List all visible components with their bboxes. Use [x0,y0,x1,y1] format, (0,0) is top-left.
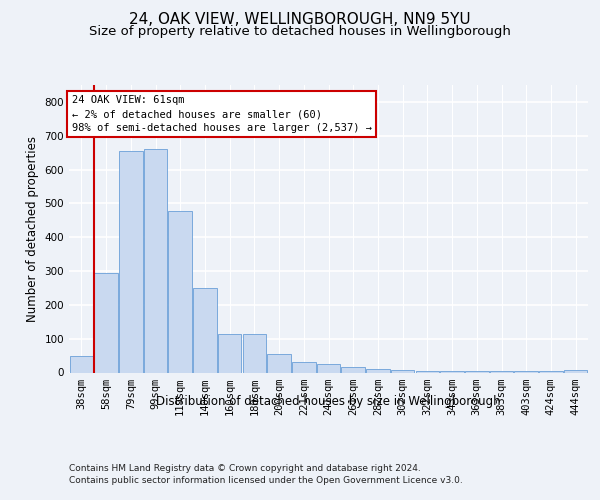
Bar [268,354,291,372]
Text: Size of property relative to detached houses in Wellingborough: Size of property relative to detached ho… [89,25,511,38]
Text: Contains HM Land Registry data © Crown copyright and database right 2024.: Contains HM Land Registry data © Crown c… [69,464,421,473]
Bar [144,150,167,372]
Bar [242,334,266,372]
Text: 24, OAK VIEW, WELLINGBOROUGH, NN9 5YU: 24, OAK VIEW, WELLINGBOROUGH, NN9 5YU [129,12,471,28]
Bar [416,371,439,372]
Bar [292,362,316,372]
Text: Contains public sector information licensed under the Open Government Licence v3: Contains public sector information licen… [69,476,463,485]
Bar [193,288,217,372]
Bar [317,364,340,372]
Bar [564,370,587,372]
Bar [539,371,563,372]
Bar [94,272,118,372]
Bar [391,370,415,372]
Bar [514,371,538,372]
Bar [465,371,488,372]
Bar [490,371,513,372]
Y-axis label: Number of detached properties: Number of detached properties [26,136,39,322]
Bar [341,368,365,372]
Bar [70,356,93,372]
Bar [440,371,464,372]
Text: Distribution of detached houses by size in Wellingborough: Distribution of detached houses by size … [157,395,501,408]
Bar [218,334,241,372]
Bar [169,211,192,372]
Text: 24 OAK VIEW: 61sqm
← 2% of detached houses are smaller (60)
98% of semi-detached: 24 OAK VIEW: 61sqm ← 2% of detached hous… [71,95,371,133]
Bar [119,151,143,372]
Bar [366,369,389,372]
